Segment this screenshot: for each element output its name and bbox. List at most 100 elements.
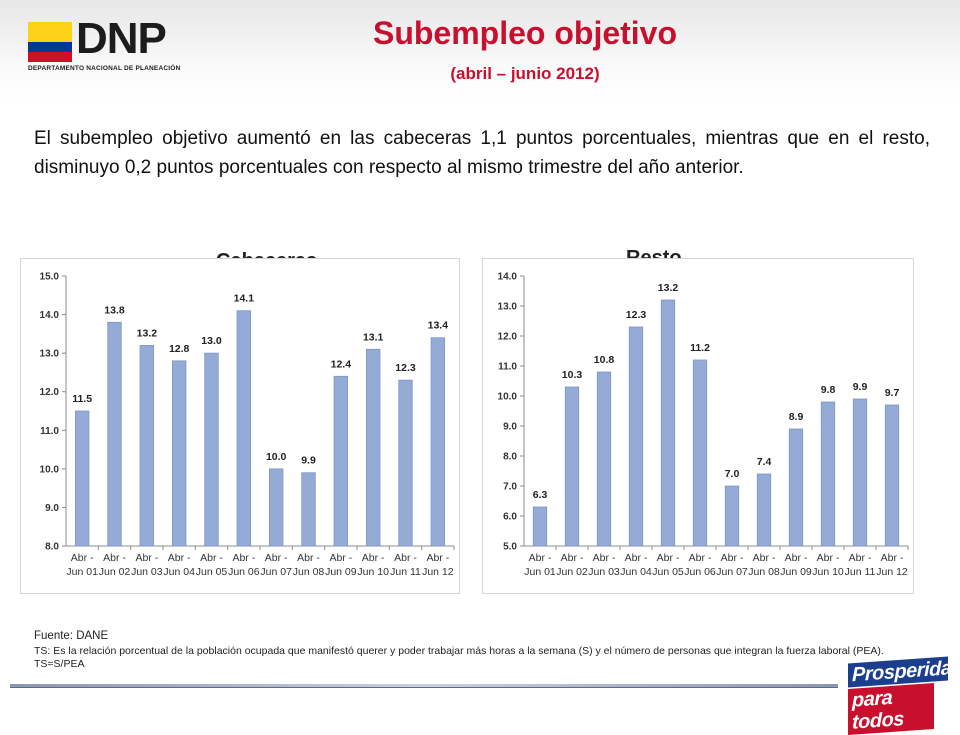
x-tick-label: Abr -: [394, 552, 417, 564]
data-label: 12.3: [626, 309, 647, 321]
bottom-divider: [10, 684, 838, 688]
x-tick-label: Abr -: [329, 552, 352, 564]
x-tick-label: Jun 11: [845, 566, 876, 578]
bar: [820, 401, 836, 547]
bar: [884, 404, 900, 547]
x-tick-label: Abr -: [168, 552, 191, 564]
y-tick-label: 11.0: [40, 426, 59, 437]
bar: [236, 310, 252, 547]
page-title: Subempleo objetivo: [372, 15, 678, 51]
data-label: 7.4: [757, 456, 772, 468]
bar: [596, 371, 612, 547]
x-tick-label: Abr -: [232, 552, 255, 564]
y-tick-label: 9.0: [45, 503, 59, 514]
x-tick-label: Jun 08: [748, 566, 780, 578]
data-label: 10.8: [594, 354, 615, 366]
source-note: Fuente: DANE: [34, 630, 109, 642]
bar: [301, 472, 316, 547]
bar: [788, 428, 804, 547]
y-tick-label: 7.0: [503, 482, 517, 493]
bar: [107, 321, 122, 547]
y-tick-label: 15.0: [40, 272, 60, 283]
data-label: 11.2: [690, 342, 710, 354]
prosperidad-logo: Prosperidad para todos: [848, 656, 960, 735]
y-tick-label: 5.0: [503, 542, 517, 553]
x-tick-label: Jun 06: [684, 566, 716, 578]
bar: [171, 360, 187, 547]
data-label: 7.0: [725, 468, 740, 480]
x-tick-label: Abr -: [849, 552, 872, 564]
data-label: 12.3: [395, 362, 416, 374]
x-tick-label: Abr -: [297, 552, 320, 564]
data-label: 13.2: [137, 327, 158, 339]
dnp-logo: DNP DEPARTAMENTO NACIONAL DE PLANEACIÓN: [28, 14, 218, 80]
y-tick-label: 13.0: [40, 349, 60, 360]
bar: [268, 468, 284, 547]
resto-bar-chart: 5.0 6.0 7.0 8.0 9.0 10.0 11.0 12.0 13.0 14.0 6.3 Ab…: [482, 258, 914, 594]
y-tick-label: 13.0: [498, 302, 518, 313]
y-tick-label: 6.0: [503, 512, 517, 523]
definition-note: TS: Es la relación porcentual de la pobl…: [34, 645, 884, 670]
y-tick-label: 14.0: [498, 272, 518, 283]
x-tick-label: Jun 07: [716, 566, 748, 578]
x-tick-label: Jun 03: [131, 566, 163, 578]
x-tick-label: Abr -: [753, 552, 776, 564]
flag-red-stripe: [28, 52, 72, 62]
y-tick-label: 10.0: [498, 392, 518, 403]
x-tick-label: Abr -: [135, 552, 158, 564]
x-tick-label: Abr -: [71, 552, 94, 564]
logo-subtitle: DEPARTAMENTO NACIONAL DE PLANEACIÓN: [28, 65, 181, 72]
data-label: 14.1: [234, 293, 255, 305]
bar: [724, 485, 740, 547]
x-tick-label: Jun 05: [196, 566, 228, 578]
x-tick-label: Jun 12: [422, 566, 454, 578]
x-tick-label: Jun 07: [260, 566, 292, 578]
x-tick-label: Abr -: [362, 552, 385, 564]
x-tick-label: Jun 11: [390, 566, 421, 578]
data-label: 13.2: [658, 282, 679, 294]
y-tick-label: 14.0: [40, 310, 60, 321]
x-tick-label: Abr -: [426, 552, 449, 564]
bar: [628, 326, 644, 547]
data-label: 10.0: [266, 451, 287, 463]
x-tick-label: Jun 08: [293, 566, 325, 578]
x-tick-label: Jun 04: [163, 566, 195, 578]
bar: [204, 352, 219, 547]
x-tick-label: Jun 10: [357, 566, 389, 578]
x-tick-label: Jun 01: [524, 566, 556, 578]
page-subtitle: (abril – junio 2012): [450, 64, 600, 83]
data-label: 13.1: [363, 331, 384, 343]
data-label: 8.9: [789, 411, 804, 423]
data-label: 6.3: [533, 489, 548, 501]
x-tick-label: Jun 02: [556, 566, 588, 578]
data-label: 9.9: [301, 455, 316, 467]
logo-wordmark: DNP: [76, 14, 167, 63]
flag-blue-stripe: [28, 42, 72, 52]
bar: [139, 345, 155, 547]
data-label: 12.4: [331, 358, 352, 370]
x-tick-label: Abr -: [657, 552, 680, 564]
bar: [660, 299, 676, 547]
data-label: 9.7: [885, 387, 900, 399]
bar: [692, 359, 708, 547]
x-tick-label: Jun 09: [780, 566, 812, 578]
x-tick-label: Jun 01: [66, 566, 98, 578]
y-tick-label: 8.0: [45, 542, 59, 553]
x-tick-label: Jun 03: [588, 566, 620, 578]
y-tick-label: 8.0: [503, 452, 517, 463]
x-tick-label: Abr -: [200, 552, 223, 564]
data-label: 10.3: [562, 369, 583, 381]
bar: [333, 375, 349, 547]
x-tick-label: Abr -: [529, 552, 552, 564]
data-label: 11.5: [72, 393, 92, 405]
flag-yellow-stripe: [28, 22, 72, 42]
data-label: 13.0: [201, 335, 222, 347]
y-tick-label: 12.0: [40, 387, 60, 398]
bar: [398, 379, 413, 547]
bar: [852, 398, 868, 547]
bar: [74, 410, 90, 547]
cabeceras-bar-chart: 8.0 9.0 10.0 11.0 12.0 13.0 14.0 15.0 11.5 Abr - J…: [20, 258, 460, 594]
footer: Fuente: DANE TS: Es la relación porcentu…: [34, 630, 904, 671]
x-tick-label: Abr -: [625, 552, 648, 564]
bar: [365, 348, 381, 547]
